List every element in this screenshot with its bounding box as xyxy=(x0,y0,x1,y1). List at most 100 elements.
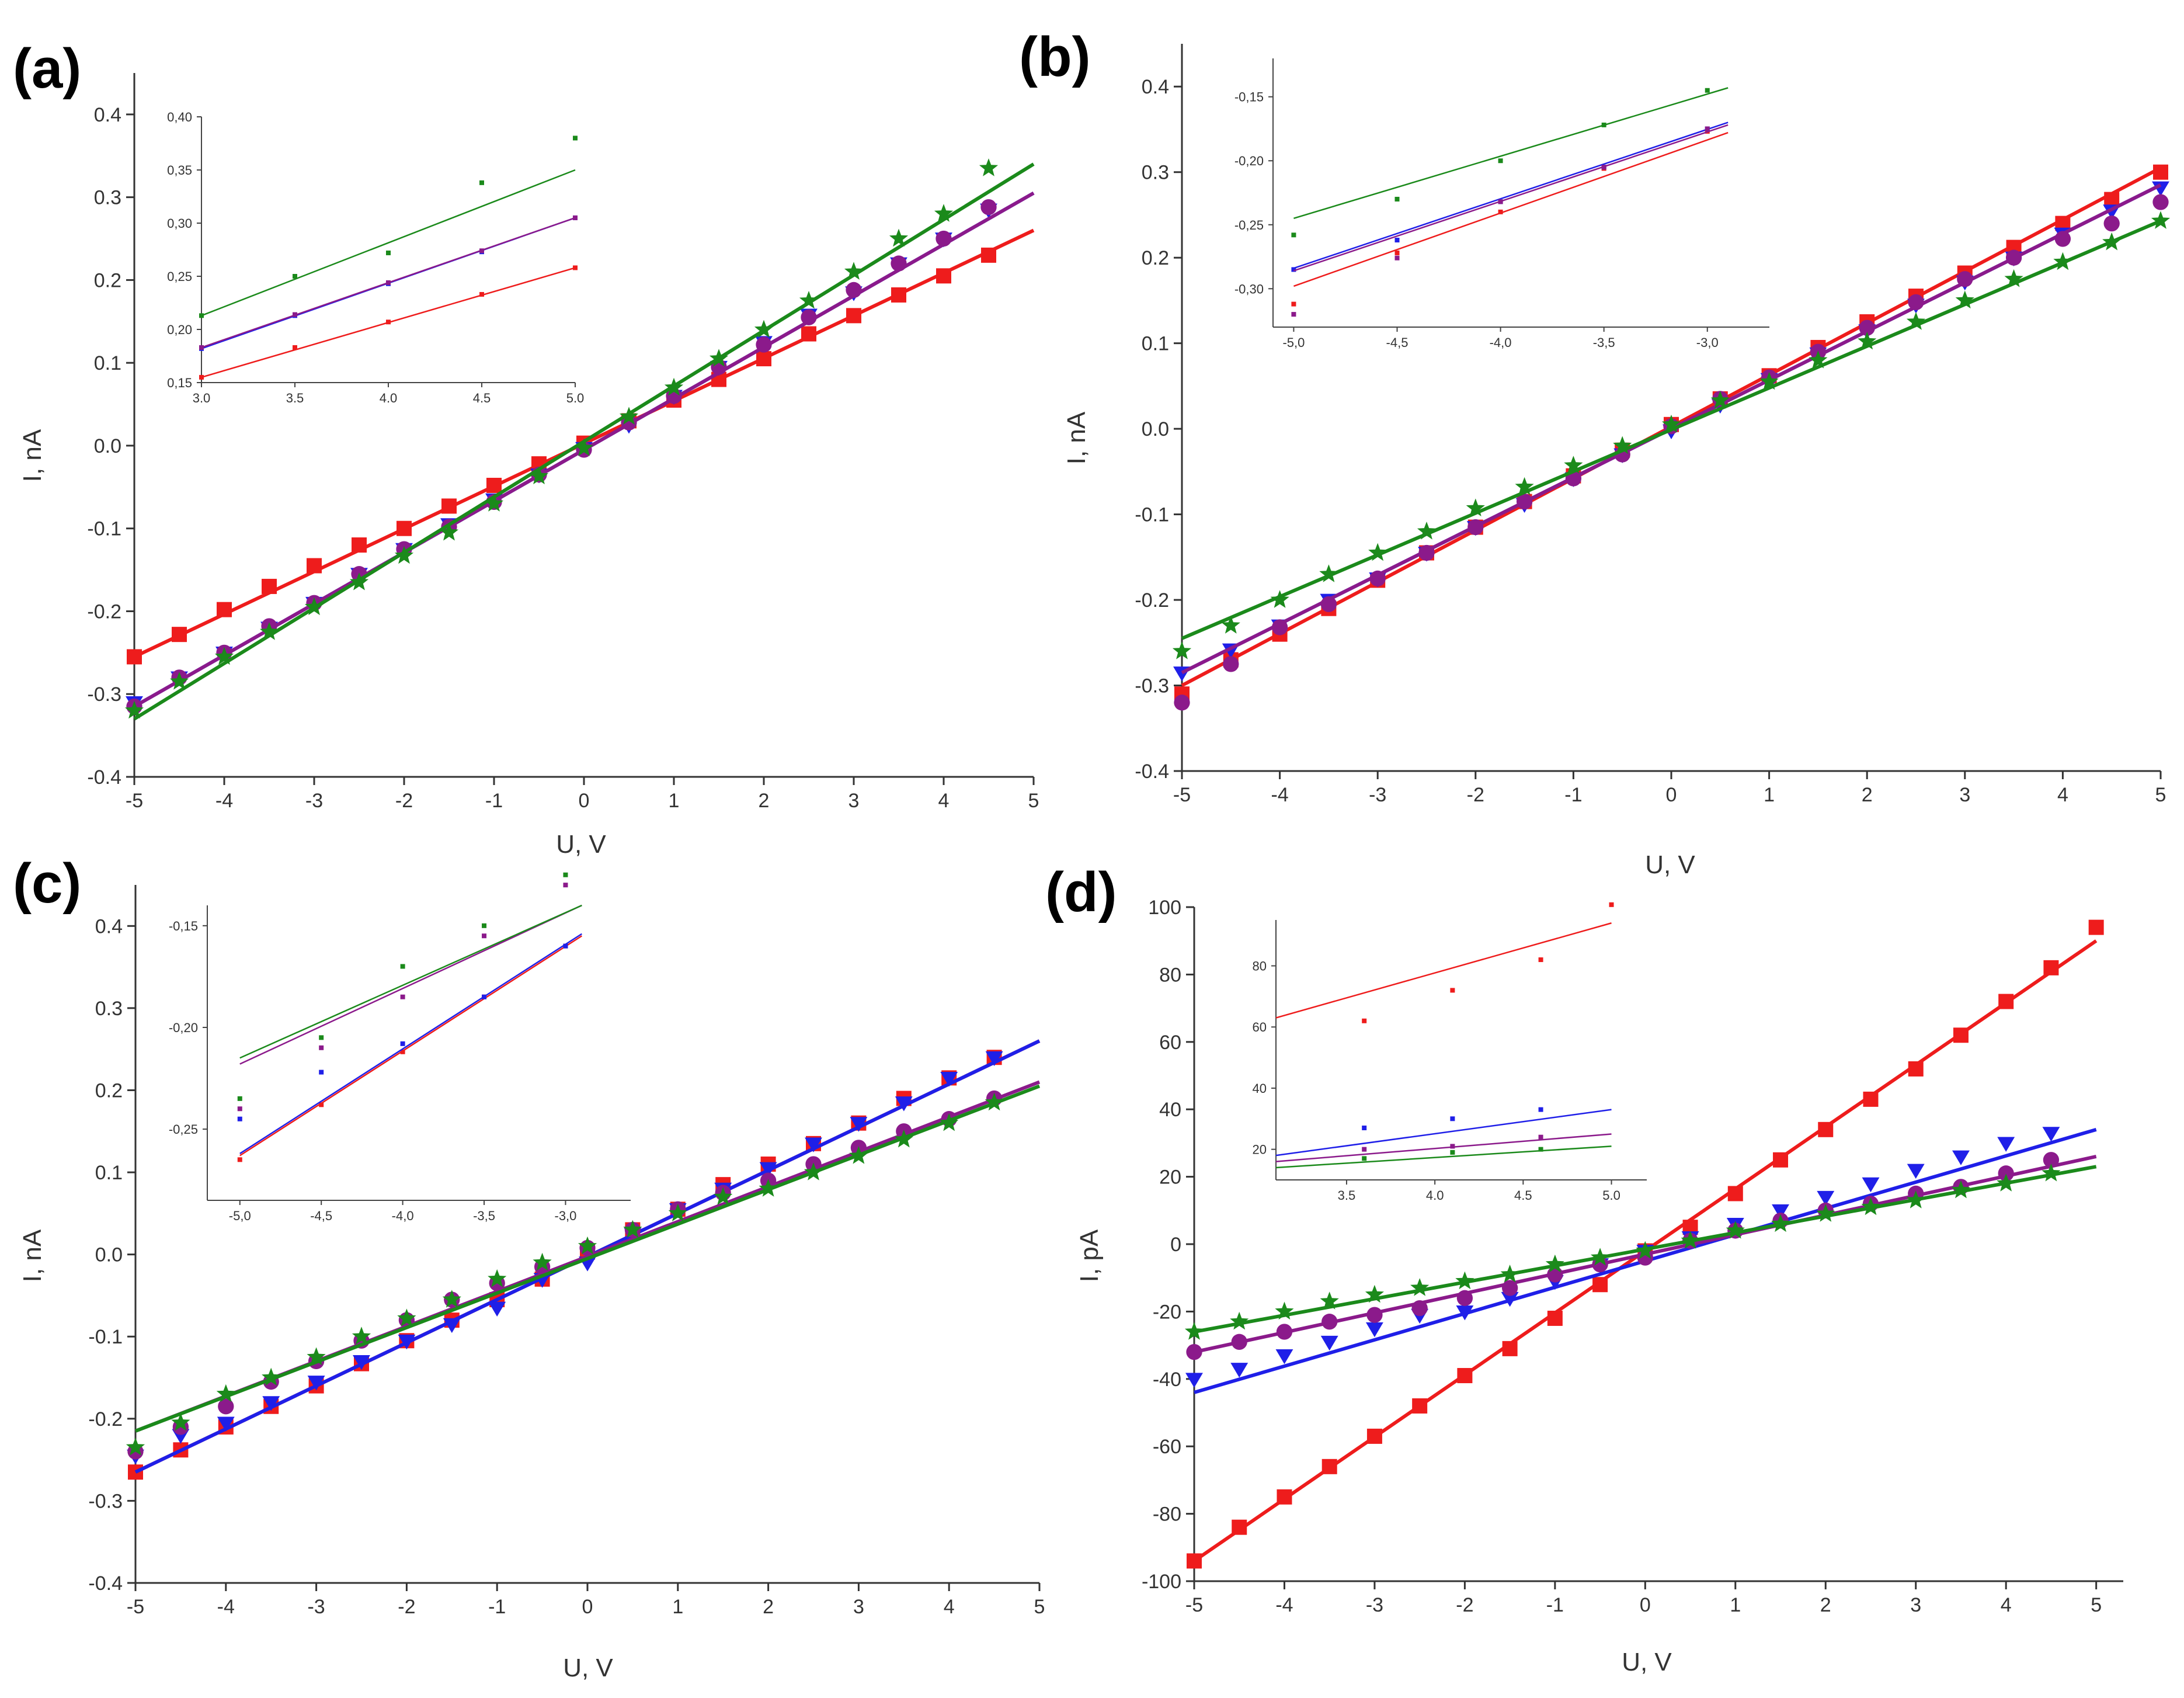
data-point xyxy=(2005,249,2022,266)
data-point xyxy=(1365,1284,1384,1303)
inset-plot: 3.0 3.5 4.0 4.5 5.0 0,15 0,20 0,25 0,30 0,35 0,40 xyxy=(167,110,584,405)
data-point xyxy=(759,1162,777,1177)
data-point xyxy=(846,282,862,298)
x-tick-label: 2 xyxy=(759,790,770,812)
data-point xyxy=(2152,181,2169,197)
data-point xyxy=(756,351,771,367)
x-tick-label: -5 xyxy=(126,790,143,812)
data-point xyxy=(442,1290,461,1308)
data-point xyxy=(1365,1322,1383,1338)
x-tick-label: 5.0 xyxy=(1602,1188,1620,1203)
data-point xyxy=(1998,1165,2014,1182)
data-point xyxy=(482,923,487,928)
data-point xyxy=(1321,1314,1338,1330)
x-tick-label: -3,5 xyxy=(473,1209,495,1223)
x-tick-label: 5 xyxy=(1028,790,1039,812)
y-tick-label: 0.4 xyxy=(1142,76,1169,98)
data-point xyxy=(804,1162,823,1180)
data-point xyxy=(623,1220,642,1238)
data-point xyxy=(1859,320,1875,336)
fit-line xyxy=(201,169,576,317)
y-tick-label: -20 xyxy=(1153,1301,1181,1323)
y-tick-label: 80 xyxy=(1159,964,1181,986)
data-point xyxy=(2151,211,2171,229)
fit-line xyxy=(134,1084,1041,1433)
x-tick-label: -1 xyxy=(485,790,503,812)
x-axis-label: U, V xyxy=(1622,1648,1672,1676)
data-point xyxy=(172,627,187,643)
data-point xyxy=(1727,1186,1743,1202)
data-point xyxy=(307,1347,326,1366)
data-point xyxy=(1271,619,1288,636)
data-point xyxy=(319,1070,324,1075)
data-point xyxy=(940,1113,959,1131)
data-point xyxy=(573,136,578,141)
data-point xyxy=(2042,1163,2061,1182)
data-point xyxy=(1450,988,1455,993)
series-green xyxy=(126,1084,1041,1456)
data-point xyxy=(1498,158,1503,164)
data-point xyxy=(574,438,594,456)
data-point xyxy=(488,1269,507,1287)
data-point xyxy=(400,994,405,999)
data-point xyxy=(980,199,997,216)
data-point xyxy=(214,647,234,665)
data-point xyxy=(1174,695,1190,711)
x-tick-label: 3 xyxy=(1910,1594,1921,1616)
data-point xyxy=(400,1049,405,1054)
data-point xyxy=(2153,164,2168,180)
x-tick-label: 0 xyxy=(579,790,590,812)
x-tick-label: 2 xyxy=(763,1596,774,1618)
data-point xyxy=(846,308,861,324)
series-green xyxy=(1291,87,1729,238)
data-point xyxy=(1861,1197,1880,1216)
fit-line xyxy=(1293,124,1729,272)
data-point xyxy=(573,215,578,220)
fit-line xyxy=(1293,121,1729,269)
fit-line xyxy=(1293,87,1729,220)
data-point xyxy=(386,280,391,285)
data-point xyxy=(124,700,144,719)
data-point xyxy=(1319,564,1338,582)
data-point xyxy=(293,274,297,279)
y-tick-label: -0.4 xyxy=(88,1572,123,1595)
y-tick-label: 0,15 xyxy=(167,376,192,390)
data-point xyxy=(1456,1305,1474,1321)
fit-line xyxy=(1275,922,1612,1019)
y-tick-label: 20 xyxy=(1159,1166,1181,1189)
data-point xyxy=(237,1157,242,1162)
data-point xyxy=(307,558,322,574)
data-point xyxy=(1291,301,1296,307)
data-point xyxy=(1564,456,1583,474)
main-axes: -5 -4 -3 -2 -1 0 1 2 3 4 5 -0.4 -0.3 -0.2 -0.1 0.0 0.1 0.… xyxy=(87,73,1039,812)
data-point xyxy=(217,602,232,617)
inset-background xyxy=(207,905,631,1200)
data-point xyxy=(262,578,277,594)
data-point xyxy=(482,994,487,999)
data-point xyxy=(319,1102,324,1107)
data-point xyxy=(1417,522,1437,540)
panel-d: (d) U, V I, pA -5 -4 -3 -2 -1 0 1 2 3 4 5 -100 -80 -6… xyxy=(1045,861,2123,1676)
y-tick-label: 0.1 xyxy=(95,1162,123,1184)
data-point xyxy=(1953,1027,1969,1043)
data-point xyxy=(1538,1147,1543,1152)
data-point xyxy=(1591,1248,1610,1266)
data-point xyxy=(482,933,487,939)
data-point xyxy=(714,1187,733,1205)
data-point xyxy=(844,262,864,280)
x-tick-label: -3 xyxy=(305,790,323,812)
y-tick-label: 0.1 xyxy=(94,352,121,374)
data-point xyxy=(1232,1519,1247,1535)
data-point xyxy=(486,477,502,493)
data-point xyxy=(1172,641,1192,659)
series-green xyxy=(199,136,578,318)
data-point xyxy=(2042,1127,2060,1142)
data-point xyxy=(2043,960,2059,975)
y-tick-label: 20 xyxy=(1253,1143,1267,1157)
panel-c: (c) U, V I, nA -5 -4 -3 -2 -1 0 1 2 3 4 5-0.4-0.3-… xyxy=(13,852,1045,1682)
data-point xyxy=(307,1376,325,1391)
data-point xyxy=(484,494,504,512)
y-tick-label: -0.3 xyxy=(88,1490,123,1512)
data-point xyxy=(1221,616,1240,634)
data-point xyxy=(1394,250,1400,255)
